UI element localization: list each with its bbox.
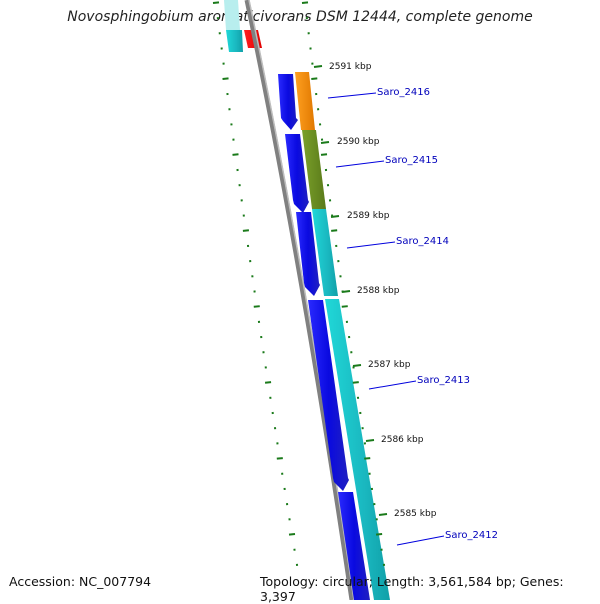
gene-band-orange[interactable] <box>295 72 315 130</box>
tick-mark <box>379 514 387 515</box>
gene-labels[interactable]: Saro_2416 Saro_2415 Saro_2414 Saro_2413 … <box>328 87 498 545</box>
gene-label-saro-2414[interactable]: Saro_2414 <box>396 236 449 247</box>
tick-label-2588: 2588 kbp <box>357 286 400 296</box>
tick-label-2590: 2590 kbp <box>337 137 380 147</box>
gene-label-saro-2412[interactable]: Saro_2412 <box>445 530 498 541</box>
gene-label-saro-2413[interactable]: Saro_2413 <box>417 375 470 386</box>
tick-dot <box>321 154 327 155</box>
gene-leader-line <box>397 536 444 545</box>
tick-dot <box>302 2 308 3</box>
tick-mark <box>342 291 350 292</box>
gene-leader-line <box>336 161 384 167</box>
tick-label-2589: 2589 kbp <box>347 211 390 221</box>
tick-dot <box>353 382 359 383</box>
gene-leader-line <box>369 381 416 389</box>
cds-arrow-1[interactable] <box>278 74 298 130</box>
tick-dot <box>331 230 337 231</box>
tick-mark <box>321 142 329 143</box>
tick-label-2591: 2591 kbp <box>329 62 372 72</box>
tick-dot <box>254 306 260 307</box>
tick-dot <box>277 458 283 459</box>
gene-label-saro-2415[interactable]: Saro_2415 <box>385 155 438 166</box>
tick-dot <box>213 2 219 3</box>
gene-leader-line <box>328 93 376 98</box>
tick-dot <box>364 458 370 459</box>
cds-partial-cyan[interactable] <box>226 30 243 52</box>
tick-mark <box>314 66 322 67</box>
tick-dot <box>223 78 229 79</box>
gene-leader-line <box>347 242 395 248</box>
tick-dot <box>289 534 295 535</box>
tick-dot <box>376 534 382 535</box>
tick-dot <box>243 230 249 231</box>
cds-partial-cyan-top <box>224 0 240 30</box>
tick-dot <box>265 382 271 383</box>
tick-dot <box>311 78 317 79</box>
tick-mark <box>366 440 374 441</box>
tick-label-2587: 2587 kbp <box>368 360 411 370</box>
tick-dot <box>342 306 348 307</box>
gene-label-saro-2416[interactable]: Saro_2416 <box>377 87 430 98</box>
accession-text: Accession: NC_007794 <box>9 574 151 589</box>
tick-dot <box>232 154 238 155</box>
tick-mark <box>353 365 361 366</box>
tick-label-2585: 2585 kbp <box>394 509 437 519</box>
tick-mark <box>331 216 339 217</box>
tick-label-2586: 2586 kbp <box>381 435 424 445</box>
